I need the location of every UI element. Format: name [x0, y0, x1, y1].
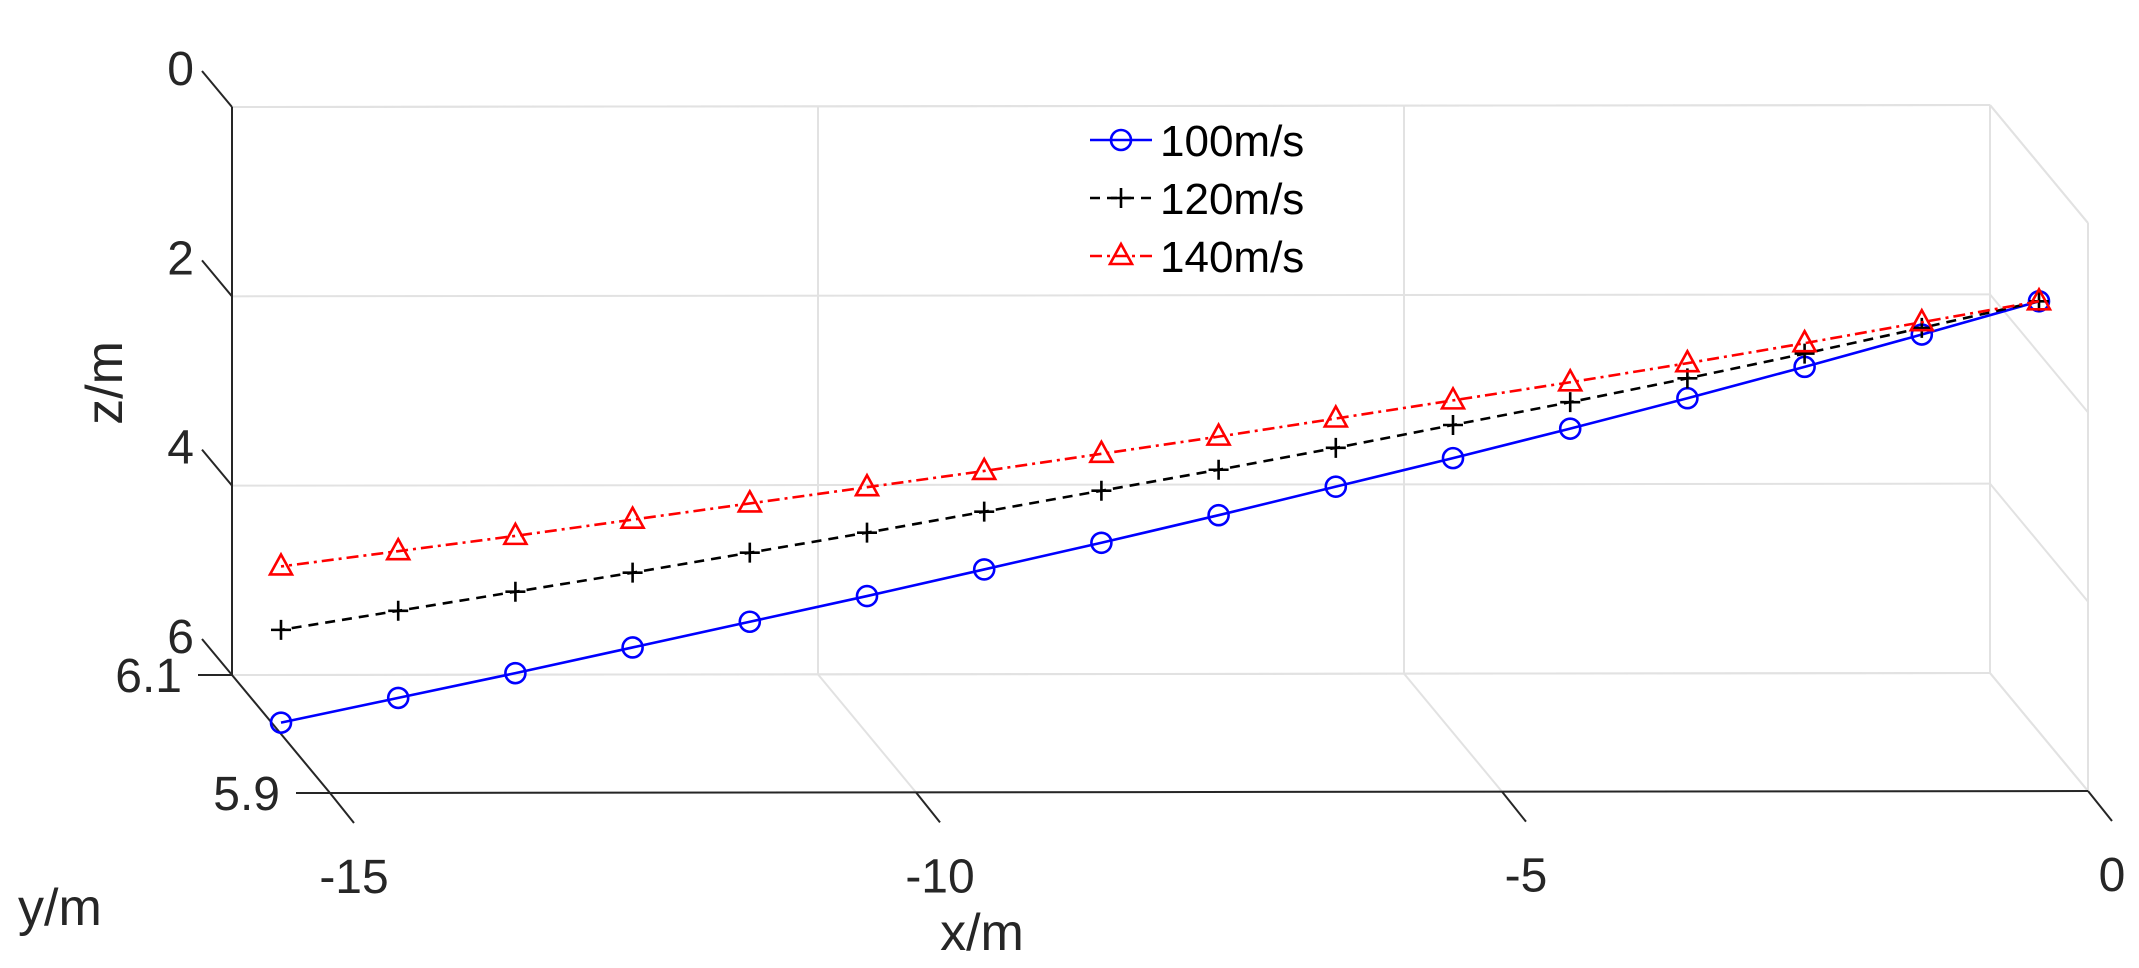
x-tick-mark	[1501, 791, 1527, 823]
data-point-marker	[1791, 328, 1818, 353]
z-tick-mark	[201, 449, 233, 487]
data-point-marker	[1088, 439, 1115, 464]
data-point-marker	[971, 456, 998, 481]
data-point-marker	[1557, 367, 1584, 392]
data-point-marker	[504, 661, 527, 685]
series-120m/s	[271, 291, 2049, 640]
data-point-marker	[1441, 446, 1465, 470]
box-edge-top	[231, 104, 1991, 108]
x-tick-label: 0	[2099, 849, 2126, 902]
series-layer	[267, 286, 2053, 734]
data-point-marker	[619, 504, 646, 529]
legend-marker	[1109, 128, 1133, 152]
tick-labels-layer: -15 -10 -5 0 5.9 6.1 0 2 4 6	[115, 43, 2125, 904]
legend-item: 100m/s	[1090, 117, 1304, 166]
data-point-marker	[738, 610, 762, 634]
x-tick-label: -10	[905, 850, 974, 903]
x-axis-line	[329, 790, 2089, 794]
data-point-marker	[1439, 385, 1467, 410]
series-line	[280, 299, 2040, 632]
data-point-marker	[1794, 343, 1815, 364]
z-tick-label: 4	[167, 422, 194, 475]
y-tick-label: 5.9	[213, 768, 280, 821]
data-point-marker	[1558, 417, 1582, 440]
data-point-marker	[1560, 392, 1581, 413]
data-point-marker	[621, 636, 644, 659]
data-point-marker	[1205, 421, 1232, 446]
box-edge-top-right	[1989, 104, 2089, 224]
grid-line-z-side	[1989, 483, 2089, 603]
data-point-marker	[1207, 503, 1230, 527]
x-tick-label: -5	[1505, 850, 1548, 903]
data-point-marker	[1325, 437, 1346, 458]
grid-line-y-floor	[231, 672, 1991, 676]
series-line	[280, 299, 2040, 568]
data-point-marker	[972, 558, 996, 581]
data-point-marker	[271, 619, 291, 640]
data-point-marker	[1208, 459, 1229, 480]
y-tick-label: 6.1	[115, 650, 182, 703]
data-point-marker	[1443, 415, 1463, 435]
axes-layer	[198, 70, 2113, 824]
series-line	[280, 300, 2040, 724]
data-point-marker	[505, 581, 526, 602]
data-point-marker	[269, 711, 293, 734]
data-point-marker	[1908, 307, 1935, 332]
x-tick-mark	[329, 792, 355, 824]
grid-line-z-back	[231, 482, 1991, 487]
legend-label: 120m/s	[1160, 175, 1304, 224]
z-axis-label: z/m	[76, 341, 134, 425]
data-point-marker	[736, 488, 763, 513]
data-point-marker	[388, 600, 409, 621]
grid-line-z-back	[231, 293, 1991, 298]
y-axis-line	[231, 674, 331, 794]
data-point-marker	[855, 584, 879, 608]
data-point-marker	[622, 562, 643, 583]
data-point-marker	[853, 472, 881, 497]
legend-marker	[1111, 188, 1131, 208]
z-tick-label: 0	[167, 43, 194, 96]
legend-label: 100m/s	[1160, 117, 1304, 166]
z-tick-label: 6	[167, 611, 194, 664]
legend-label: 140m/s	[1160, 233, 1304, 282]
z-tick-mark	[201, 259, 233, 297]
data-point-marker	[974, 501, 995, 522]
x-tick-mark	[915, 791, 941, 823]
data-point-marker	[386, 686, 410, 710]
data-point-marker	[1090, 531, 1113, 555]
grid-line-x-floor	[1403, 673, 1503, 793]
data-point-marker	[1674, 348, 1701, 373]
legend-item: 120m/s	[1090, 175, 1304, 224]
data-point-marker	[1324, 475, 1348, 498]
y-axis-label: y/m	[18, 879, 102, 937]
data-point-marker	[857, 522, 877, 543]
grid-line-z-side	[1989, 293, 2089, 413]
legend-marker	[1107, 241, 1135, 266]
z-tick-mark	[201, 70, 233, 108]
x-axis-label: x/m	[940, 904, 1024, 962]
data-point-marker	[385, 536, 412, 561]
grid-line-x-floor	[817, 673, 917, 793]
data-point-marker	[1091, 480, 1112, 501]
legend: 100m/s 120m/s 140m/s	[1090, 117, 1304, 282]
z-tick-label: 2	[167, 232, 194, 285]
data-point-marker	[2025, 286, 2053, 311]
legend-item: 140m/s	[1090, 233, 1304, 282]
data-point-marker	[502, 521, 529, 546]
series-140m/s	[267, 286, 2053, 576]
grid-line-z-side	[1989, 672, 2089, 792]
x-tick-mark	[2087, 790, 2113, 822]
z-tick-mark	[201, 638, 233, 676]
data-point-marker	[739, 542, 760, 563]
x-tick-label: -15	[319, 851, 388, 904]
data-point-marker	[1322, 403, 1349, 428]
data-point-marker	[267, 551, 295, 576]
